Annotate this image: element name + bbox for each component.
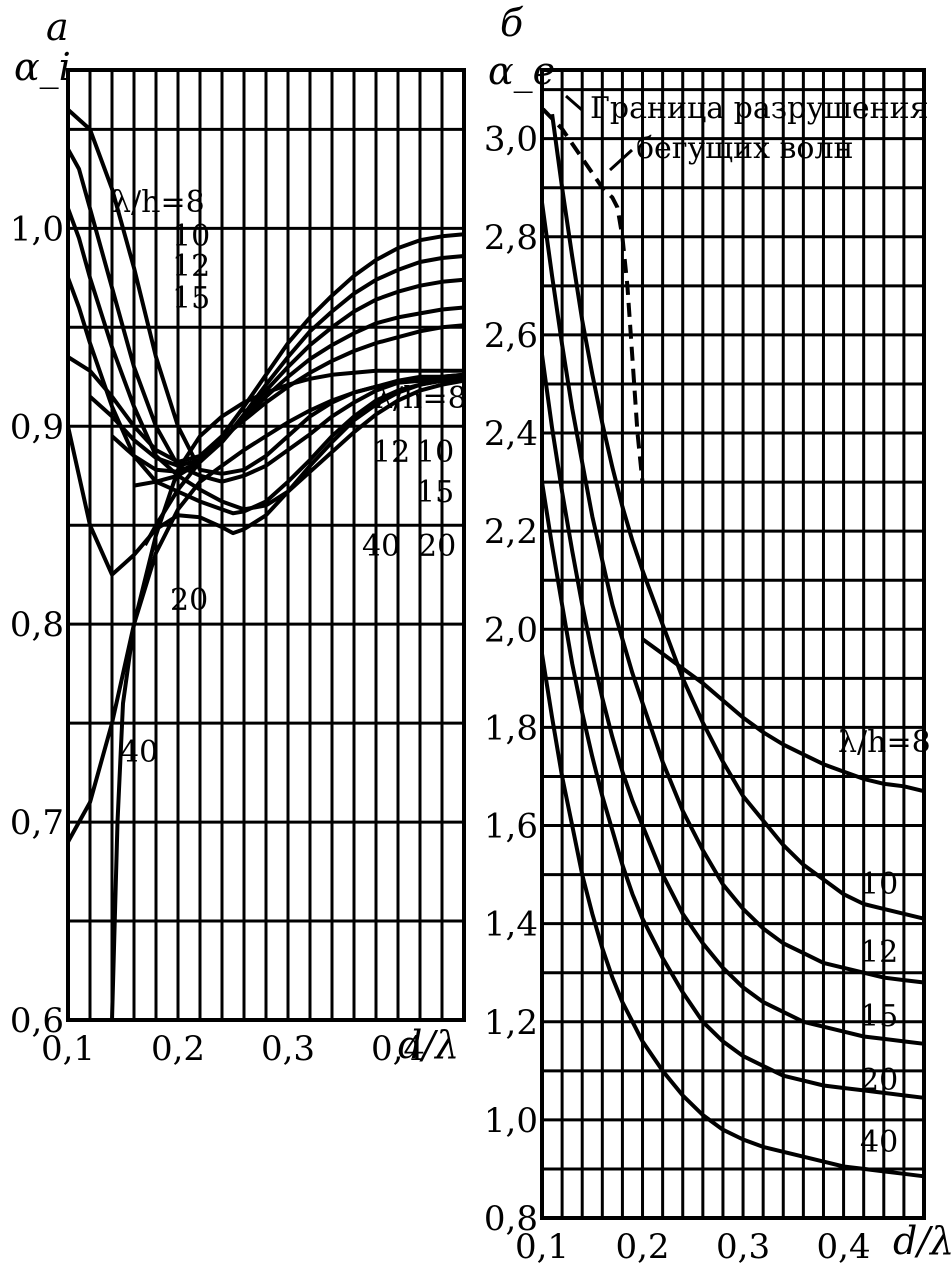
panel-b-y-axis-label: α_e bbox=[488, 49, 555, 94]
panel-b-y-tick-label: 2,8 bbox=[484, 218, 538, 258]
panel-a-x-tick-label: 0,1 bbox=[41, 1029, 95, 1069]
panel-b-annotation-leader bbox=[608, 148, 634, 172]
panel-a-falling-curve-label: 20 bbox=[170, 583, 208, 618]
panel-b-y-tick-label: 2,6 bbox=[484, 316, 538, 356]
panel-a-rising-curve-label: 15 bbox=[416, 475, 454, 510]
panel-b-y-tick-label: 0,8 bbox=[484, 1199, 538, 1239]
panel-a-falling-curve-label: λ/h=8 bbox=[112, 185, 205, 220]
panel-b-x-tick-label: 0,3 bbox=[716, 1227, 770, 1263]
panel-b-y-tick-label: 2,0 bbox=[484, 610, 538, 650]
panel-a-rising-curve-label: 20 bbox=[418, 529, 456, 564]
panel-a-y-tick-label: 0,7 bbox=[10, 803, 64, 843]
panel-a-rising-curve bbox=[133, 305, 465, 488]
panel-b-x-tick-label: 0,4 bbox=[817, 1227, 871, 1263]
panel-a-y-tick-label: 0,6 bbox=[10, 1001, 64, 1041]
panel-b-curve-label: 40 bbox=[860, 1125, 898, 1160]
panel-b-chart: 0,1 0,2 0,3 0,4 0,8 1,0 1,2 1,4 1,6 1,8 2,0 2,2 2,4 2… bbox=[484, 1, 951, 1263]
panel-b-x-axis-label: d/λ bbox=[893, 1219, 951, 1263]
panel-a-label: а bbox=[46, 5, 69, 49]
panel-a-rising-curve-label: 12 bbox=[372, 435, 410, 470]
panel-a-rising-curve bbox=[66, 368, 464, 843]
panel-b-curve bbox=[540, 354, 925, 1046]
panel-a-rising-curve-label: 10 bbox=[416, 435, 454, 470]
panel-a-x-tick-label: 0,4 bbox=[371, 1029, 425, 1069]
panel-a-rising-curve-label: λ/h=8 bbox=[374, 381, 467, 416]
panel-a-frame bbox=[66, 68, 466, 1022]
panel-a-y-tick-label: 1,0 bbox=[10, 209, 64, 249]
panel-a-x-tick-label: 0,2 bbox=[151, 1029, 205, 1069]
panel-b-curve bbox=[641, 637, 925, 794]
panel-a-falling-curve-label: 15 bbox=[172, 281, 210, 316]
panel-b-y-tick-label: 1,0 bbox=[484, 1101, 538, 1141]
panel-a-rising-curve bbox=[66, 232, 465, 464]
panel-a-y-tick-label: 0,9 bbox=[10, 407, 64, 447]
panel-a-chart: 0,1 0,2 0,3 0,40,60,70,80,91,0аα_id/λλ/h=81… bbox=[10, 5, 467, 1069]
panel-b-curve bbox=[540, 202, 925, 985]
panel-b-annotation-line: бегущих волн bbox=[636, 131, 854, 166]
panel-a-y-axis-label: α_i bbox=[14, 45, 71, 90]
panel-a-falling-curve-label: 40 bbox=[120, 735, 158, 770]
panel-b-y-tick-label: 1,6 bbox=[484, 807, 538, 847]
panel-b-annotation-leader bbox=[565, 94, 583, 112]
panel-b-curve bbox=[550, 113, 925, 921]
panel-b-curve-label: 20 bbox=[860, 1063, 898, 1098]
panel-b-y-tick-label: 2,2 bbox=[484, 512, 538, 552]
panel-a-rising-curve bbox=[88, 254, 465, 468]
panel-b-y-tick-label: 1,4 bbox=[484, 905, 538, 945]
panel-a-x-axis-label: d/λ bbox=[398, 1023, 459, 1067]
panel-b-curve-label: 10 bbox=[860, 867, 898, 902]
panel-b-y-tick-label: 3,0 bbox=[484, 120, 538, 160]
panel-b-y-tick-label: 1,8 bbox=[484, 708, 538, 748]
panel-a-x-tick-label: 0,3 bbox=[261, 1029, 315, 1069]
panel-b-curve-label: 15 bbox=[860, 999, 898, 1034]
panel-b-curve-label: λ/h=8 bbox=[838, 725, 931, 760]
panel-b-curve bbox=[540, 653, 925, 1179]
panel-a-rising-curve-label: 40 bbox=[362, 529, 400, 564]
panel-b-x-tick-label: 0,2 bbox=[615, 1227, 669, 1263]
panel-a-rising-curve bbox=[110, 277, 465, 474]
panel-b-y-tick-label: 1,2 bbox=[484, 1003, 538, 1043]
panel-a-falling-curve bbox=[66, 376, 465, 577]
panel-a-falling-curve-label: 12 bbox=[172, 249, 210, 284]
panel-b-curve bbox=[540, 481, 925, 1100]
panel-b-frame bbox=[540, 68, 926, 1220]
panel-b-curve-label: 12 bbox=[860, 935, 898, 970]
panel-a-y-tick-label: 0,8 bbox=[10, 605, 64, 645]
panel-b-x-tick-label: 0,1 bbox=[515, 1227, 569, 1263]
panel-b-y-tick-label: 2,4 bbox=[484, 414, 538, 454]
panel-a-falling-curve-label: 10 bbox=[172, 219, 210, 254]
panel-b-label: б bbox=[500, 1, 524, 45]
panel-b-boundary-curve bbox=[541, 107, 645, 483]
panel-b-annotation-line: Граница разрушения bbox=[590, 91, 929, 126]
